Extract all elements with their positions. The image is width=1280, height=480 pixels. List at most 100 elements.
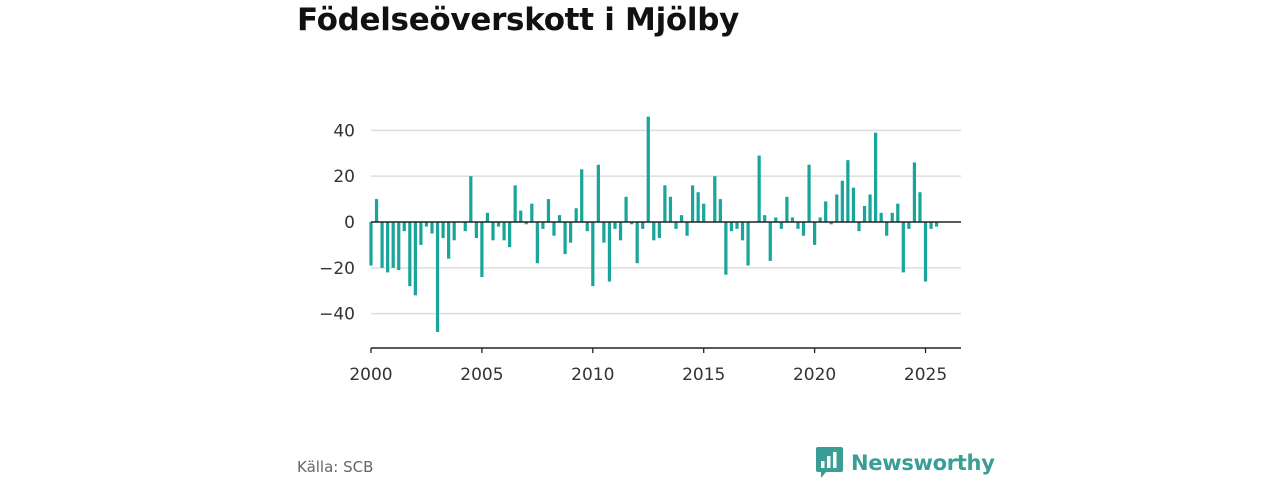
bar [408, 222, 412, 287]
bar [552, 222, 556, 236]
bar [386, 222, 390, 273]
bar [452, 222, 456, 241]
bar [463, 222, 467, 232]
bar [912, 162, 917, 222]
bar [691, 185, 695, 222]
bar [557, 215, 562, 222]
bar [702, 203, 706, 222]
bar [569, 222, 573, 243]
bar [868, 194, 872, 222]
bar [774, 217, 778, 222]
bar [724, 222, 728, 275]
x-tick-label: 2020 [793, 365, 836, 385]
x-axis-ticks: 2000 2005 2010 2015 2020 2025 [349, 348, 947, 385]
x-tick-label: 2025 [904, 365, 947, 385]
bar [923, 222, 928, 282]
bar [890, 212, 894, 222]
bar [796, 222, 800, 229]
bar [862, 205, 867, 222]
bar [585, 222, 589, 232]
bar [757, 155, 761, 222]
bar [929, 222, 933, 229]
bar [546, 199, 551, 222]
bar [763, 215, 767, 222]
bar-chart-logo-icon [816, 447, 843, 478]
bar [663, 185, 667, 222]
bar [591, 222, 595, 287]
bar [818, 217, 822, 222]
bar [668, 196, 673, 222]
bar [652, 222, 656, 241]
bar [513, 185, 517, 222]
y-tick-label: 40 [333, 121, 355, 141]
bar [380, 222, 384, 268]
bar [840, 180, 844, 222]
bar [524, 222, 528, 225]
bar [369, 222, 373, 266]
x-tick-label: 2010 [571, 365, 614, 385]
bar [447, 222, 451, 259]
bar [718, 199, 722, 222]
bar-chart: 40 20 0 −20 −40 2000 2005 2010 2015 2020 2025 [319, 116, 961, 385]
bar [885, 222, 889, 236]
bar [790, 217, 795, 222]
bar [934, 222, 939, 227]
bar [746, 222, 750, 266]
bar [519, 210, 523, 222]
bar [374, 199, 379, 222]
bar [496, 222, 501, 227]
bar [535, 222, 539, 264]
bar [740, 222, 745, 241]
bar [502, 222, 506, 241]
bar [807, 164, 811, 222]
bar [729, 222, 734, 232]
bar [768, 222, 772, 261]
bar [630, 222, 634, 225]
bar [413, 222, 417, 296]
x-tick-label: 2005 [460, 365, 503, 385]
bar [618, 222, 623, 241]
bar [602, 222, 606, 243]
bar [480, 222, 484, 277]
bar [419, 222, 423, 245]
bar [402, 222, 406, 232]
bar [824, 201, 828, 222]
bar [851, 187, 856, 222]
bar [635, 222, 639, 264]
bar [679, 215, 684, 222]
bar [508, 222, 512, 248]
x-tick-label: 2000 [349, 365, 392, 385]
bar [801, 222, 806, 236]
newsworthy-logo[interactable]: Newsworthy [815, 446, 995, 479]
bar [541, 222, 545, 229]
bar [430, 222, 434, 234]
bar [646, 116, 650, 222]
bar [735, 222, 739, 229]
bar [530, 203, 534, 222]
bar [441, 222, 445, 239]
y-axis-ticks: 40 20 0 −20 −40 [319, 121, 355, 324]
bar [835, 194, 839, 222]
bar [846, 160, 850, 222]
bar [485, 212, 490, 222]
bar [391, 222, 395, 268]
bar [424, 222, 429, 227]
bar [596, 164, 600, 222]
bar [607, 222, 612, 282]
bar [685, 222, 689, 236]
y-tick-label: −40 [319, 305, 355, 325]
bar [474, 222, 478, 239]
bar [613, 222, 617, 229]
bar [574, 208, 578, 222]
y-tick-label: 20 [333, 167, 355, 187]
bar [491, 222, 495, 241]
bar [563, 222, 567, 255]
bar [857, 222, 861, 232]
bar [785, 196, 789, 222]
brand-name: Newsworthy [851, 450, 995, 475]
bar [713, 176, 717, 222]
bar [657, 222, 661, 239]
bar [397, 222, 401, 271]
y-tick-label: 0 [344, 213, 355, 233]
bar [674, 222, 678, 229]
